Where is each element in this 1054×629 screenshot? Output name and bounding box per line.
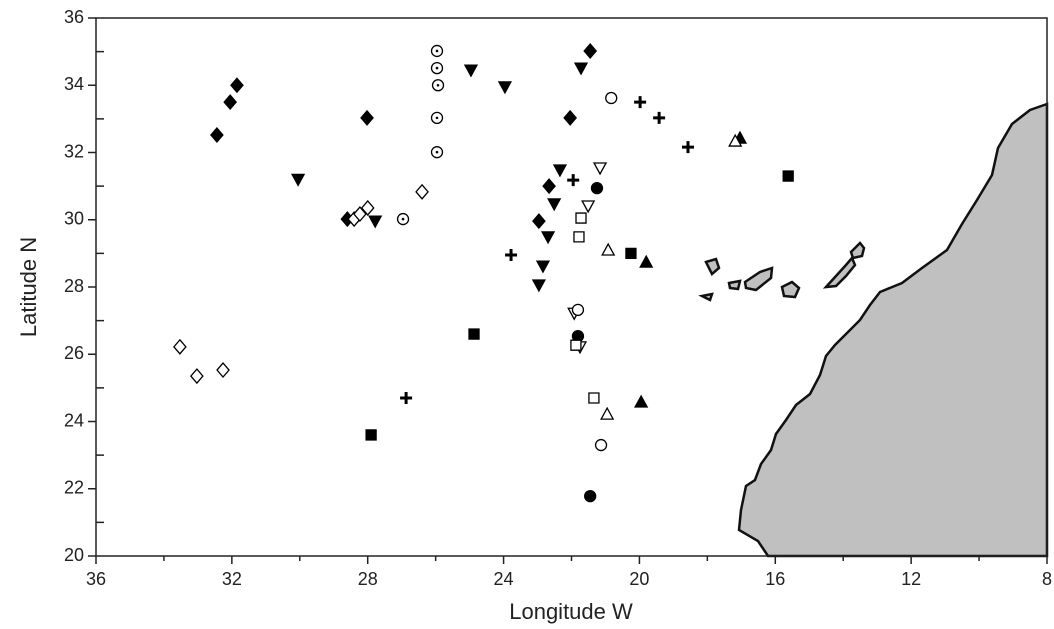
marker xyxy=(782,170,794,182)
marker xyxy=(360,109,374,126)
marker xyxy=(230,77,244,94)
x-axis-title: Longitude W xyxy=(509,599,633,624)
marker xyxy=(567,174,580,187)
marker xyxy=(639,254,654,268)
marker xyxy=(353,206,367,223)
x-tick-label: 24 xyxy=(494,569,514,589)
marker-dot xyxy=(401,217,405,221)
y-tick-label: 36 xyxy=(64,7,84,27)
marker xyxy=(634,394,649,408)
marker xyxy=(575,212,587,224)
y-tick-label: 30 xyxy=(64,209,84,229)
marker xyxy=(592,162,608,176)
marker-dot xyxy=(435,49,439,53)
y-tick-label: 28 xyxy=(64,276,84,296)
marker xyxy=(430,61,444,75)
marker xyxy=(625,247,637,260)
marker xyxy=(540,231,556,245)
marker xyxy=(547,198,562,212)
x-tick-label: 32 xyxy=(222,569,242,589)
marker xyxy=(216,362,230,379)
marker xyxy=(360,199,375,216)
marker xyxy=(365,429,377,441)
marker xyxy=(497,81,513,95)
marker xyxy=(415,183,429,200)
marker xyxy=(400,391,413,404)
marker-dot xyxy=(435,116,439,120)
marker xyxy=(535,260,551,274)
island xyxy=(780,280,801,299)
marker xyxy=(532,213,546,230)
marker xyxy=(396,212,410,226)
marker xyxy=(634,96,647,109)
marker xyxy=(173,338,187,355)
marker xyxy=(601,242,616,256)
marker xyxy=(531,279,546,293)
marker xyxy=(588,392,600,404)
marker xyxy=(563,109,577,126)
marker xyxy=(581,200,596,214)
marker xyxy=(505,249,518,262)
y-tick-label: 24 xyxy=(64,410,84,430)
island xyxy=(822,255,857,289)
marker xyxy=(573,62,589,76)
marker xyxy=(430,44,444,58)
marker xyxy=(570,339,582,351)
x-tick-label: 12 xyxy=(901,569,921,589)
marker xyxy=(584,489,597,503)
marker xyxy=(463,64,479,78)
marker xyxy=(223,94,238,111)
marker xyxy=(594,438,608,452)
x-tick-label: 36 xyxy=(86,569,106,589)
island xyxy=(727,279,742,291)
island xyxy=(704,257,721,276)
x-tick-label: 20 xyxy=(629,569,649,589)
marker xyxy=(681,141,694,154)
marker-dot xyxy=(435,150,439,154)
marker xyxy=(552,164,568,178)
y-tick-label: 34 xyxy=(64,74,84,94)
marker xyxy=(190,368,204,385)
island xyxy=(849,241,866,260)
marker xyxy=(368,215,383,229)
island xyxy=(698,292,714,302)
marker xyxy=(728,133,743,147)
marker xyxy=(542,178,556,195)
marker xyxy=(583,42,598,59)
marker-dot xyxy=(435,66,439,70)
x-tick-label: 28 xyxy=(358,569,378,589)
marker xyxy=(590,181,604,195)
marker xyxy=(430,111,444,125)
y-tick-label: 22 xyxy=(64,478,84,498)
marker xyxy=(571,303,585,317)
x-tick-label: 16 xyxy=(765,569,785,589)
marker-dot xyxy=(436,83,440,87)
y-tick-label: 20 xyxy=(64,545,84,565)
island xyxy=(743,266,774,292)
land xyxy=(698,102,1049,558)
marker xyxy=(210,127,224,144)
marker xyxy=(430,146,444,159)
marker xyxy=(573,231,585,243)
marker xyxy=(653,111,666,124)
marker xyxy=(468,328,480,340)
coastline xyxy=(737,102,1049,558)
marker xyxy=(605,91,618,105)
marker xyxy=(431,79,445,92)
y-tick-label: 26 xyxy=(64,343,84,363)
y-axis-title: Latitude N xyxy=(16,237,41,337)
x-tick-label: 8 xyxy=(1042,569,1052,589)
marker xyxy=(600,406,615,420)
y-tick-label: 32 xyxy=(64,141,84,161)
marker xyxy=(290,173,306,187)
